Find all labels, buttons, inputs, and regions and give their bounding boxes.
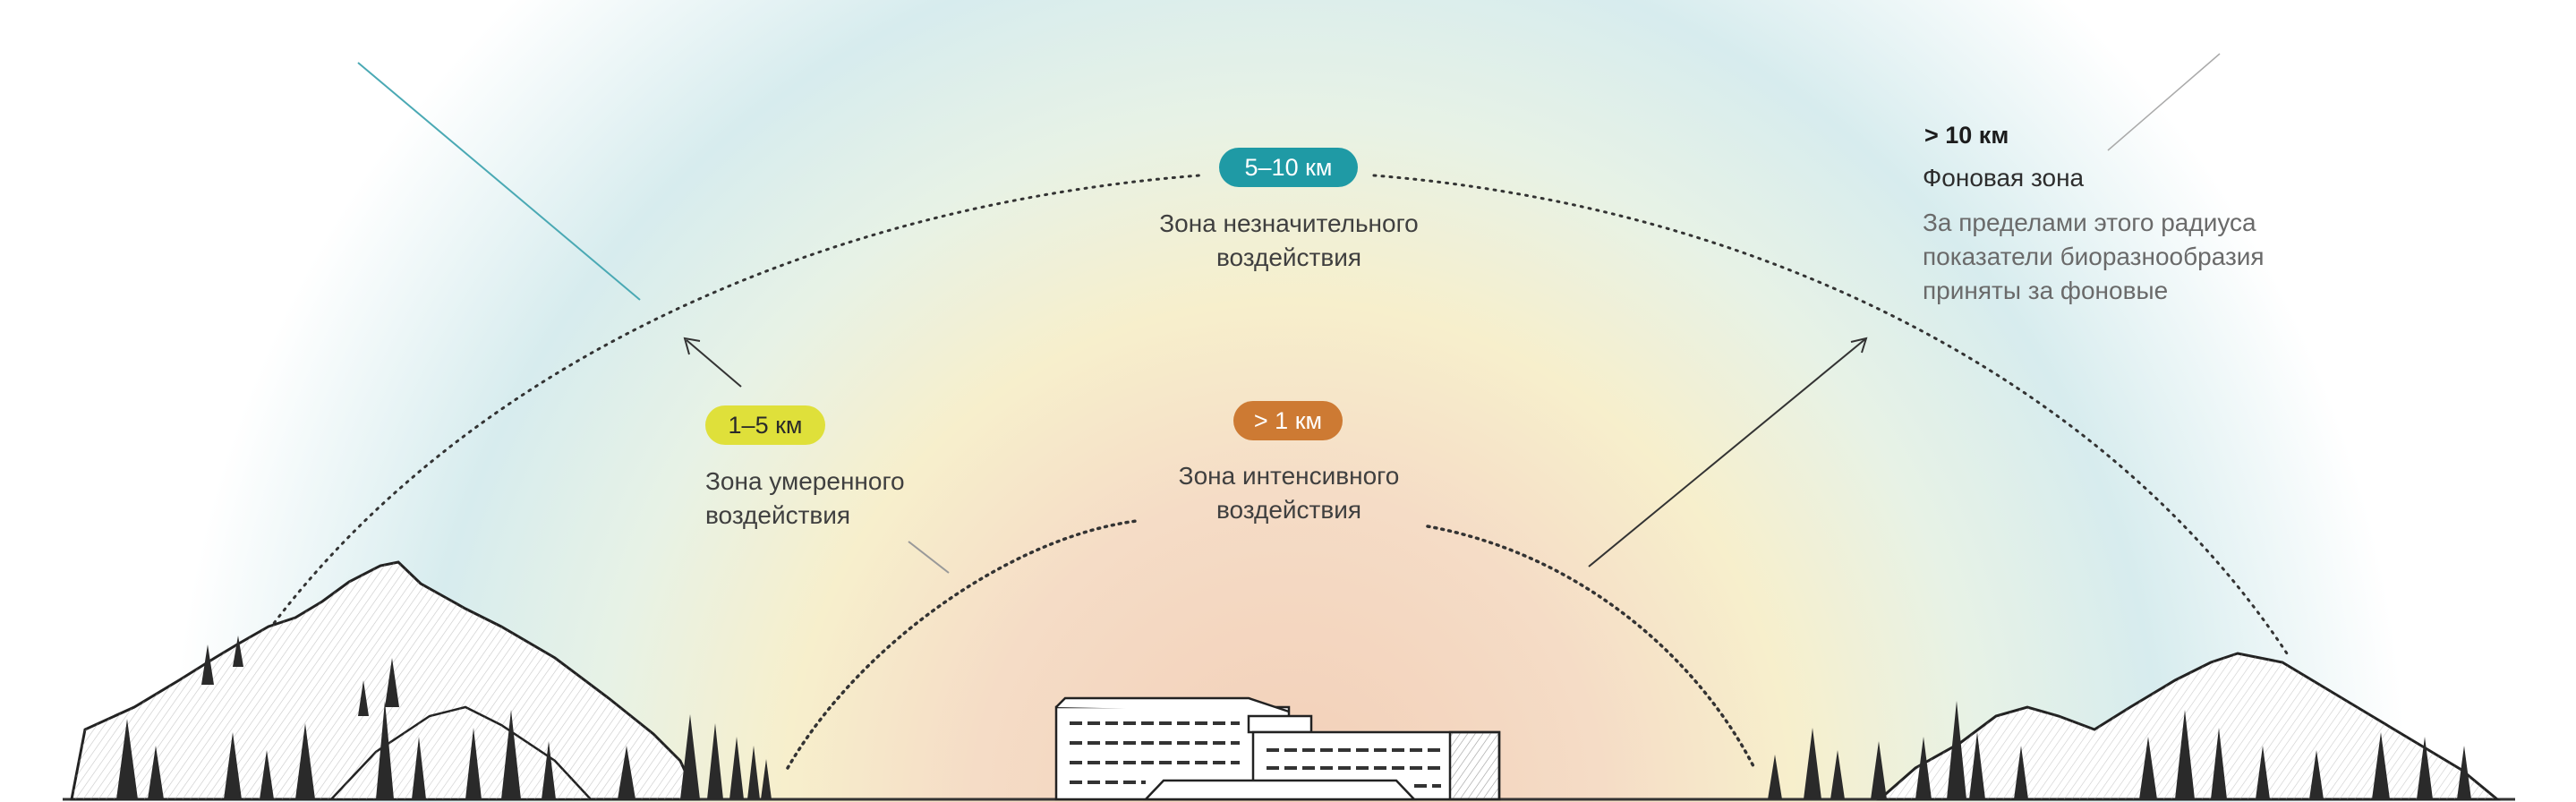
outer-zone-arc <box>253 174 2289 655</box>
zone-intensive-label-line1: Зона интенсивного <box>1178 462 1400 490</box>
background-zone-range: > 10 км <box>1924 122 2009 149</box>
zone-minor-label: Зона незначительного воздействия <box>1110 207 1468 275</box>
zone-moderate-label: Зона умеренного воздействия <box>705 465 992 533</box>
background-arrow <box>1588 337 1868 567</box>
left-mountains <box>70 560 701 801</box>
background-zone-description: За пределами этого радиуса показатели би… <box>1923 206 2352 308</box>
inner-zone-arc <box>786 519 1756 770</box>
right-trees <box>1768 701 2471 799</box>
teal-leader-line <box>357 62 641 301</box>
background-zone-desc-line1: За пределами этого радиуса <box>1923 209 2256 236</box>
background-leader-line <box>2107 53 2221 151</box>
left-trees <box>116 636 772 799</box>
zone-intensive-range-badge: > 1 км <box>1233 401 1343 440</box>
background-zone-desc-line3: приняты за фоновые <box>1923 277 2169 304</box>
zone-intensive-label: Зона интенсивного воздействия <box>1110 459 1468 527</box>
zone-moderate-range-badge: 1–5 км <box>705 405 825 445</box>
background-zone-title: Фоновая зона <box>1923 164 2085 192</box>
zone-intensive-label-line2: воздействия <box>1215 496 1362 524</box>
zone-moderate-label-line1: Зона умеренного <box>705 467 905 495</box>
zone-minor-label-line1: Зона незначительного <box>1159 209 1419 237</box>
zone-minor-label-line2: воздействия <box>1215 243 1362 271</box>
moderate-leader-line <box>908 541 950 574</box>
moderate-arrow <box>683 337 742 388</box>
zone-moderate-label-line2: воздействия <box>705 501 851 529</box>
factory-building <box>1054 696 1501 801</box>
background-zone-desc-line2: показатели биоразнообразия <box>1923 243 2265 270</box>
zone-minor-range-badge: 5–10 км <box>1219 148 1358 187</box>
